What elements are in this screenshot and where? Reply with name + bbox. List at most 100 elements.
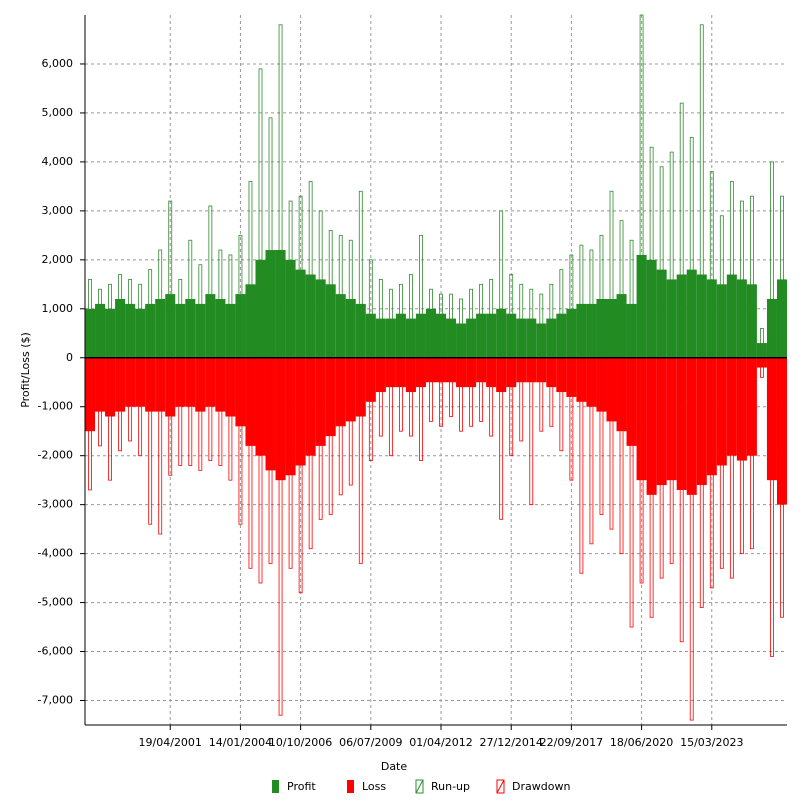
bar <box>586 357 597 407</box>
legend-label: Loss <box>362 780 386 793</box>
bar <box>576 303 587 358</box>
bar <box>536 323 547 358</box>
bar <box>636 254 647 358</box>
bar <box>195 357 206 412</box>
bar <box>516 318 527 358</box>
bar <box>95 303 106 358</box>
y-tick-label: 3,000 <box>42 204 74 217</box>
bar <box>385 318 396 358</box>
bar <box>195 303 206 358</box>
bar <box>726 357 737 456</box>
bar <box>275 250 286 358</box>
bar <box>145 357 156 412</box>
bar <box>466 357 477 388</box>
bar <box>385 357 396 388</box>
bar <box>115 357 126 412</box>
y-tick-label: 2,000 <box>42 253 74 266</box>
bar <box>606 357 617 422</box>
y-tick-label: -1,000 <box>38 400 73 413</box>
bar <box>466 318 477 358</box>
bar <box>85 308 96 358</box>
bar <box>265 250 276 358</box>
bar <box>556 357 567 393</box>
x-tick-label: 14/01/2004 <box>209 736 272 749</box>
legend-swatch-hatch <box>496 779 505 794</box>
bar <box>245 357 256 446</box>
bar <box>355 357 366 417</box>
y-tick-label: 5,000 <box>42 106 74 119</box>
bar <box>646 357 657 495</box>
legend-swatch <box>415 779 424 794</box>
bar <box>425 357 436 383</box>
legend-swatch <box>347 780 354 793</box>
bar <box>756 357 767 368</box>
bar <box>395 357 406 388</box>
bar <box>365 357 376 402</box>
bar <box>365 313 376 358</box>
bar <box>606 299 617 358</box>
bar <box>736 279 747 358</box>
y-tick-label: 0 <box>66 351 73 364</box>
bar <box>415 357 426 388</box>
bar <box>656 357 667 486</box>
legend-label: Run-up <box>431 780 470 793</box>
bar <box>405 318 416 358</box>
bar <box>596 357 607 412</box>
bar <box>536 357 547 383</box>
bar <box>686 269 697 358</box>
bar <box>486 313 497 358</box>
bar <box>345 299 356 358</box>
bar <box>225 303 236 358</box>
bar <box>756 343 767 358</box>
x-tick-label: 10/10/2006 <box>269 736 332 749</box>
bar <box>436 313 447 358</box>
bar <box>425 308 436 358</box>
legend-label: Drawdown <box>512 780 570 793</box>
y-tick-label: 6,000 <box>42 57 74 70</box>
bar <box>85 357 96 432</box>
bar <box>215 357 226 412</box>
y-tick-label: -7,000 <box>38 694 73 707</box>
bar <box>656 269 667 358</box>
bar <box>305 274 316 358</box>
bar <box>165 357 176 417</box>
bar <box>696 357 707 486</box>
bar <box>225 357 236 417</box>
bar <box>626 303 637 358</box>
bar <box>305 357 316 456</box>
bar <box>405 357 416 393</box>
bar <box>456 323 467 358</box>
bar <box>556 313 567 358</box>
bar <box>295 357 306 466</box>
x-tick-label: 19/04/2001 <box>139 736 202 749</box>
bar <box>215 299 226 358</box>
legend-swatch <box>272 780 279 793</box>
bar <box>666 279 677 358</box>
bar <box>526 357 537 383</box>
bar <box>185 357 196 407</box>
bar <box>105 308 116 358</box>
bar <box>476 357 487 383</box>
y-axis-label: Profit/Loss ($) <box>19 332 32 408</box>
bar <box>496 357 507 393</box>
bar <box>415 313 426 358</box>
bar <box>616 357 627 432</box>
bar <box>546 357 557 388</box>
bar <box>315 357 326 446</box>
bar <box>155 357 166 412</box>
y-tick-label: -5,000 <box>38 596 73 609</box>
bar <box>115 299 126 358</box>
bar <box>205 357 216 407</box>
y-tick-label: 1,000 <box>42 302 74 315</box>
bar <box>646 259 657 358</box>
bar <box>776 279 787 358</box>
bar <box>335 357 346 427</box>
bar <box>766 357 777 481</box>
bar <box>706 357 717 476</box>
bar <box>175 303 186 358</box>
bar <box>716 357 727 466</box>
bar <box>295 269 306 358</box>
bar <box>666 357 677 481</box>
bar <box>155 299 166 358</box>
